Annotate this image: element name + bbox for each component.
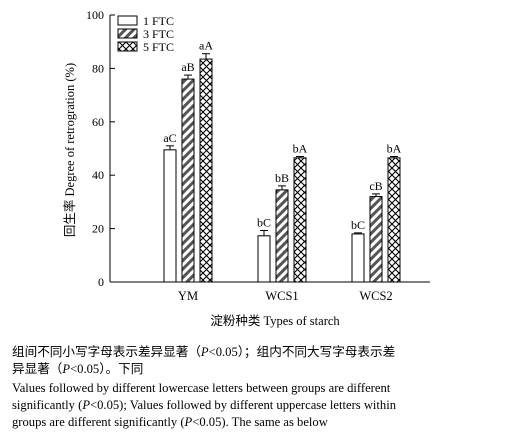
- y-tick-label: 20: [92, 222, 104, 236]
- bar: [369, 196, 383, 283]
- data-label: aB: [181, 60, 194, 74]
- note-en-line2b: <0.05); Values followed by different upp…: [90, 398, 397, 412]
- note-cn-p: P: [200, 345, 209, 359]
- note-cn-part1: 组间不同小写字母表示差异显著（: [12, 345, 201, 359]
- note-en-p2: P: [184, 415, 193, 429]
- bar: [275, 189, 289, 283]
- bar: [351, 233, 365, 283]
- legend-label: 3 FTC: [143, 27, 174, 41]
- data-label: cB: [369, 179, 382, 193]
- y-tick-label: 100: [86, 8, 104, 22]
- note-en-line2a: significantly (: [12, 398, 83, 412]
- note-cn-part4: <0.05）。下同: [70, 362, 144, 376]
- note-cn-part2: <0.05）；组内不同大写字母表示差: [208, 345, 396, 359]
- note-cn-part3: 异显著（: [12, 362, 63, 376]
- legend-label: 1 FTC: [143, 14, 174, 28]
- y-axis-label: 回生率 Degree of retrogration (%): [62, 63, 77, 237]
- note-english: Values followed by different lowercase l…: [12, 380, 502, 431]
- y-tick-label: 0: [98, 275, 104, 289]
- legend-swatch: [117, 15, 138, 26]
- data-label: bC: [257, 215, 271, 229]
- legend-label: 5 FTC: [143, 40, 174, 54]
- x-tick-label: WCS2: [359, 289, 392, 303]
- bar: [199, 58, 213, 283]
- note-en-line1: Values followed by different lowercase l…: [12, 381, 391, 395]
- data-label: bA: [387, 142, 402, 156]
- bar: [163, 149, 177, 283]
- note-en-line3a: groups are different significantly (: [12, 415, 185, 429]
- y-tick-label: 40: [92, 168, 104, 182]
- bar-chart: 0 20 40 60 80 100 YM WCS1 WCS2 aC aB aA bC bB bA bC cB b…: [62, 8, 430, 328]
- bar: [181, 78, 195, 283]
- bar: [257, 235, 271, 283]
- note-en-line3b: <0.05). The same as below: [192, 415, 328, 429]
- note-en-p1: P: [82, 398, 91, 412]
- data-label: bA: [293, 142, 308, 156]
- data-label: bC: [351, 218, 365, 232]
- data-label: aA: [199, 39, 213, 53]
- x-tick-label: WCS1: [265, 289, 298, 303]
- y-tick-label: 80: [92, 61, 104, 75]
- bar: [387, 157, 401, 283]
- bar: [293, 157, 307, 283]
- note-cn-p2: P: [62, 362, 71, 376]
- x-axis-label: 淀粉种类 Types of starch: [210, 313, 340, 328]
- bars: aC aB aA bC bB bA bC cB bA: [163, 39, 402, 283]
- data-label: aC: [163, 131, 176, 145]
- data-label: bB: [275, 171, 289, 185]
- legend-swatch: [117, 28, 138, 39]
- x-tick-label: YM: [178, 289, 198, 303]
- y-tick-label: 60: [92, 115, 104, 129]
- note-chinese: 组间不同小写字母表示差异显著（P<0.05）；组内不同大写字母表示差 异显著（P…: [12, 344, 502, 378]
- legend-swatch: [117, 41, 138, 52]
